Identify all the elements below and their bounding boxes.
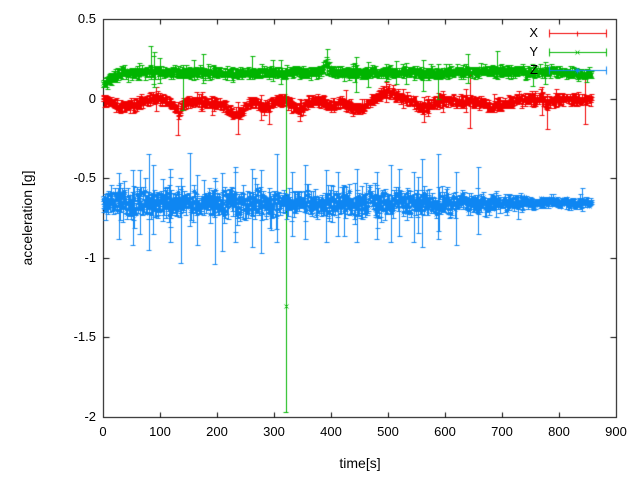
y-tick-label--2: -2 [84,409,96,424]
x-tick-label-600: 600 [434,424,456,439]
x-tick-label-400: 400 [320,424,342,439]
x-axis-title: time[s] [339,455,381,471]
x-tick-label-0: 0 [99,424,107,439]
x-tick-label-800: 800 [548,424,570,439]
x-tick-label-100: 100 [149,424,171,439]
legend-label-x: X [529,25,538,40]
y-tick-label--0.5: -0.5 [73,170,96,186]
x-tick-label-900: 900 [605,424,627,439]
y-axis-title: acceleration [g] [19,170,35,266]
y-tick-label-0: 0 [88,90,96,106]
legend-label-y: Y [529,44,538,59]
x-tick-label-700: 700 [491,424,513,439]
y-tick-label--1.5: -1.5 [73,329,96,345]
legend-label-z: Z [530,62,538,77]
y-tick-label--1: -1 [84,249,96,265]
y-tick-label-0.5: 0.5 [77,11,96,26]
x-tick-label-200: 200 [206,424,228,439]
x-tick-label-300: 300 [263,424,285,439]
x-tick-label-500: 500 [377,424,399,439]
